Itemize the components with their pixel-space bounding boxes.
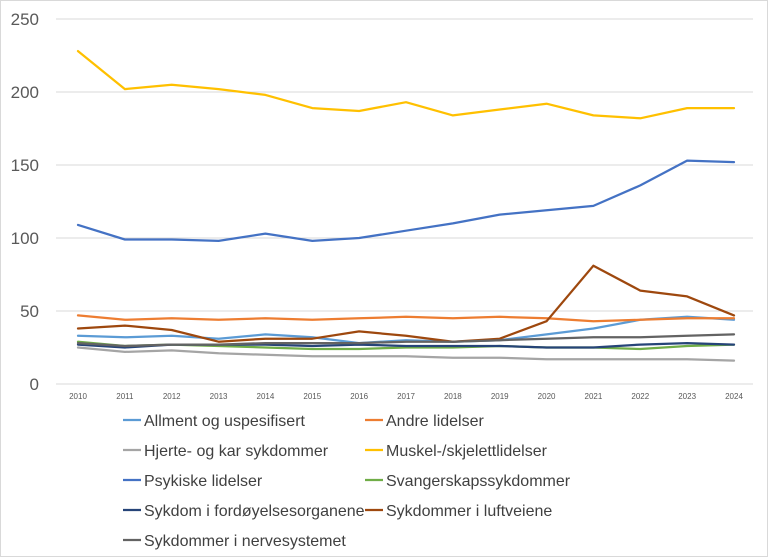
gridlines (56, 18, 753, 385)
x-tick-label: 2024 (725, 392, 743, 401)
legend-label: Allment og uspesifisert (144, 413, 306, 430)
x-tick-label: 2018 (444, 392, 462, 401)
legend-label: Psykiske lidelser (144, 473, 263, 490)
series-line-muskel-skjelettlidelser (76, 49, 736, 120)
y-tick-label: 150 (11, 156, 39, 175)
series-lines (76, 49, 736, 362)
legend-item: Psykiske lidelser (123, 473, 263, 490)
legend-item: Andre lidelser (365, 413, 485, 430)
series-line-hjerte-og-kar-sykdommer (76, 346, 736, 362)
legend-label: Andre lidelser (386, 413, 485, 430)
legend-label: Muskel-/skjelettlidelser (386, 443, 548, 460)
legend-item: Hjerte- og kar sykdommer (123, 443, 329, 460)
legend-item: Sykdom i fordøyelsesorganene (123, 503, 365, 520)
series-line-andre-lidelser (76, 314, 736, 323)
x-tick-label: 2022 (631, 392, 649, 401)
legend-label: Sykdommer i luftveiene (386, 503, 552, 520)
x-tick-label: 2016 (350, 392, 368, 401)
series-line-allment-og-uspesifisert (76, 315, 736, 345)
legend-item: Sykdommer i nervesystemet (123, 533, 346, 550)
series-line-psykiske-lidelser (76, 159, 736, 243)
legend-item: Muskel-/skjelettlidelser (365, 443, 548, 460)
x-tick-label: 2014 (257, 392, 275, 401)
x-tick-label: 2023 (678, 392, 696, 401)
legend-label: Svangerskapssykdommer (386, 473, 571, 490)
y-tick-label: 50 (20, 302, 39, 321)
x-tick-label: 2019 (491, 392, 509, 401)
series-line-sykdommer-i-luftveiene (76, 264, 736, 343)
series-line-sykdommer-i-nervesystemet (76, 333, 736, 348)
x-tick-label: 2021 (585, 392, 603, 401)
x-tick-label: 2011 (116, 392, 134, 401)
x-axis: 2010 2011 2012 2013 2014 2015 2016 2017 2018 2019… (69, 392, 743, 401)
legend-item: Sykdommer i luftveiene (365, 503, 552, 520)
x-tick-label: 2015 (303, 392, 321, 401)
y-axis: 0 50 100 150 200 250 (11, 10, 39, 394)
y-tick-label: 100 (11, 229, 39, 248)
legend-label: Sykdommer i nervesystemet (144, 533, 346, 550)
x-tick-label: 2012 (163, 392, 181, 401)
legend-item: Svangerskapssykdommer (365, 473, 571, 490)
y-tick-label: 200 (11, 83, 39, 102)
x-tick-label: 2010 (69, 392, 87, 401)
x-tick-label: 2017 (397, 392, 415, 401)
legend-label: Hjerte- og kar sykdommer (144, 443, 329, 460)
legend: Allment og uspesifisert Andre lidelser Hje… (123, 413, 571, 550)
legend-item: Allment og uspesifisert (123, 413, 306, 430)
x-tick-label: 2013 (210, 392, 228, 401)
x-tick-label: 2020 (538, 392, 556, 401)
y-tick-label: 250 (11, 10, 39, 29)
legend-label: Sykdom i fordøyelsesorganene (144, 503, 365, 520)
y-tick-label: 0 (30, 375, 39, 394)
